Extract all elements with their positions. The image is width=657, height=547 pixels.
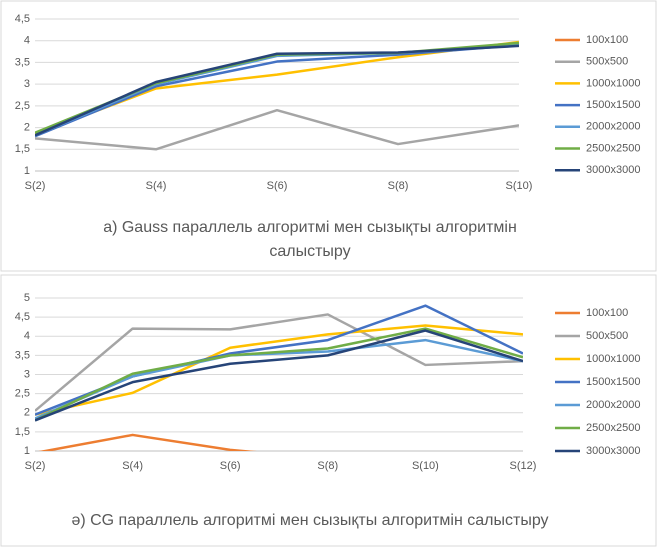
series-line xyxy=(35,327,523,422)
x-tick-label: S(6) xyxy=(220,460,241,472)
series-line xyxy=(35,329,523,422)
legend-label: 100x100 xyxy=(586,34,628,46)
legend-label: 3000x3000 xyxy=(586,164,640,176)
x-tick-label: S(10) xyxy=(412,460,439,472)
legend-label: 2500x2500 xyxy=(586,422,640,434)
series-line xyxy=(38,433,257,451)
legend-label: 500x500 xyxy=(586,330,628,342)
x-tick-label: S(8) xyxy=(317,460,338,472)
legend-label: 500x500 xyxy=(586,56,628,68)
y-tick-label: 3,5 xyxy=(15,349,30,361)
x-tick-label: S(4) xyxy=(122,460,143,472)
legend-label: 2000x2000 xyxy=(586,121,640,133)
y-tick-label: 1 xyxy=(24,445,30,457)
y-tick-label: 4,5 xyxy=(15,13,30,25)
panel-border xyxy=(0,0,657,272)
caption: а) Gauss параллель алгоритмі мен сызықты… xyxy=(103,219,517,260)
x-tick-label: S(2) xyxy=(25,460,46,472)
y-tick-label: 2 xyxy=(24,407,30,419)
legend-label: 1500x1500 xyxy=(586,376,640,388)
x-tick-label: S(4) xyxy=(146,180,167,192)
legend-label: 3000x3000 xyxy=(586,445,640,457)
y-tick-label: 3 xyxy=(24,78,30,90)
legend-label: 1500x1500 xyxy=(586,99,640,111)
legend-label: 2000x2000 xyxy=(586,399,640,411)
y-tick-label: 1,5 xyxy=(15,426,30,438)
x-tick-label: S(8) xyxy=(388,180,409,192)
legend-label: 2500x2500 xyxy=(586,142,640,154)
x-tick-label: S(2) xyxy=(25,180,46,192)
y-tick-label: 4 xyxy=(24,35,30,47)
y-tick-label: 4 xyxy=(24,330,30,342)
x-tick-label: S(6) xyxy=(267,180,288,192)
y-tick-label: 3,5 xyxy=(15,56,30,68)
series-line xyxy=(35,44,519,137)
series-line xyxy=(35,313,523,412)
series-line xyxy=(35,43,519,137)
caption: ә) CG параллель алгоритмі мен сызықты ал… xyxy=(71,512,549,529)
legend-label: 1000x1000 xyxy=(586,77,640,89)
y-tick-label: 5 xyxy=(24,292,30,304)
y-tick-label: 2 xyxy=(24,121,30,133)
y-tick-label: 4,5 xyxy=(15,311,30,323)
y-tick-label: 1 xyxy=(24,165,30,177)
y-tick-label: 3 xyxy=(24,368,30,380)
series-line xyxy=(35,338,523,420)
y-tick-label: 1,5 xyxy=(15,143,30,155)
y-tick-label: 2,5 xyxy=(15,100,30,112)
series-line xyxy=(35,43,519,138)
legend-label: 100x100 xyxy=(586,307,628,319)
legend-label: 1000x1000 xyxy=(586,353,640,365)
panel-border xyxy=(0,274,657,547)
y-tick-label: 2,5 xyxy=(15,388,30,400)
x-tick-label: S(12) xyxy=(510,460,537,472)
x-tick-label: S(10) xyxy=(506,180,533,192)
series-line xyxy=(35,108,519,151)
series-line xyxy=(35,324,523,416)
